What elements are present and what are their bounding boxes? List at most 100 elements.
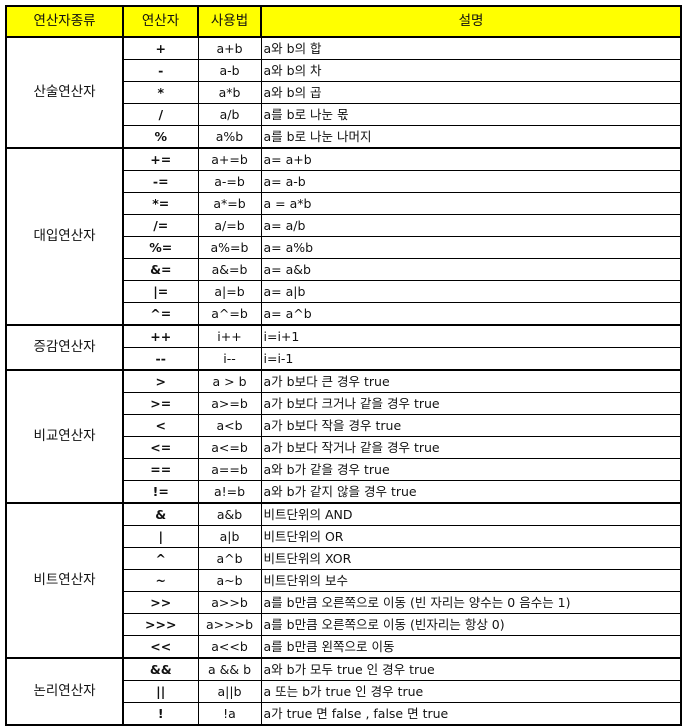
usage-cell: a|=b [197, 280, 262, 303]
description-cell: a가 b보다 작거나 같을 경우 true [260, 436, 682, 459]
usage-cell: a^=b [197, 302, 262, 326]
usage-cell: a||b [197, 680, 262, 703]
description-cell: 비트단위의 AND [260, 502, 682, 526]
operator-cell: / [122, 103, 199, 126]
table-row: >>> a>>>b a를 b만큼 오른쪽으로 이동 (빈자리는 항상 0) [6, 613, 682, 636]
table-row: ^ a^b 비트단위의 XOR [6, 547, 682, 570]
description-cell: a= a&b [260, 258, 682, 281]
description-cell: a= a+b [260, 147, 682, 171]
table-row: *= a*=b a = a*b [6, 192, 682, 215]
description-cell: a와 b의 곱 [260, 81, 682, 104]
table-row: ~ a~b 비트단위의 보수 [6, 569, 682, 592]
table-row: -= a-=b a= a-b [6, 170, 682, 193]
operator-cell: <= [122, 436, 199, 459]
table-row: >= a>=b a가 b보다 크거나 같을 경우 true [6, 392, 682, 415]
description-cell: a와 b가 같지 않을 경우 true [260, 480, 682, 504]
operator-cell: && [122, 657, 199, 681]
description-cell: a를 b로 나눈 나머지 [260, 125, 682, 149]
description-cell: a= a^b [260, 302, 682, 326]
table-row: == a==b a와 b가 같을 경우 true [6, 458, 682, 481]
description-cell: i=i+1 [260, 324, 682, 348]
usage-cell: a~b [197, 569, 262, 592]
operator-cell: != [122, 480, 199, 504]
description-cell: a= a/b [260, 214, 682, 237]
operator-cell: << [122, 635, 199, 659]
operator-cell: ^ [122, 547, 199, 570]
category-cell: 논리연산자 [5, 657, 124, 726]
table-row: ! !a a가 true 면 false , false 면 true [6, 702, 682, 726]
description-cell: a가 b보다 크거나 같을 경우 true [260, 392, 682, 415]
usage-cell: i-- [197, 347, 262, 371]
description-cell: a와 b가 모두 true 인 경우 true [260, 657, 682, 681]
usage-cell: a*=b [197, 192, 262, 215]
operator-cell: -= [122, 170, 199, 193]
description-cell: a = a*b [260, 192, 682, 215]
usage-cell: a>>b [197, 591, 262, 614]
table-row: | a|b 비트단위의 OR [6, 525, 682, 548]
description-cell: a= a|b [260, 280, 682, 303]
operator-cell: >= [122, 392, 199, 415]
table-row: - a-b a와 b의 차 [6, 59, 682, 82]
operator-cell: | [122, 525, 199, 548]
usage-cell: a&=b [197, 258, 262, 281]
description-cell: a와 b의 합 [260, 36, 682, 60]
usage-cell: a<b [197, 414, 262, 437]
category-cell: 비트연산자 [5, 502, 124, 659]
table-row: || a||b a 또는 b가 true 인 경우 true [6, 680, 682, 703]
usage-cell: a > b [197, 369, 262, 393]
table-row: 비교연산자 > a > b a가 b보다 큰 경우 true [5, 369, 682, 504]
usage-cell: a-b [197, 59, 262, 82]
usage-cell: a>=b [197, 392, 262, 415]
description-cell: 비트단위의 OR [260, 525, 682, 548]
operator-table: 연산자종류 연산자 사용법 설명 산술연산자 + a+b a와 b의 합 - a-b a와 … [5, 5, 682, 726]
operator-cell: < [122, 414, 199, 437]
operator-cell: >> [122, 591, 199, 614]
description-cell: 비트단위의 보수 [260, 569, 682, 592]
usage-cell: a==b [197, 458, 262, 481]
usage-cell: a*b [197, 81, 262, 104]
table-row: >> a>>b a를 b만큼 오른쪽으로 이동 (빈 자리는 양수는 0 음수는 1… [6, 591, 682, 614]
operator-cell: &= [122, 258, 199, 281]
description-cell: a= a%b [260, 236, 682, 259]
operator-cell: - [122, 59, 199, 82]
description-cell: a가 b보다 작을 경우 true [260, 414, 682, 437]
description-cell: 비트단위의 XOR [260, 547, 682, 570]
header-category: 연산자종류 [5, 5, 124, 38]
usage-cell: a && b [197, 657, 262, 681]
usage-cell: a/b [197, 103, 262, 126]
usage-cell: a&b [197, 502, 262, 526]
usage-cell: a>>>b [197, 613, 262, 636]
description-cell: a= a-b [260, 170, 682, 193]
table-row: != a!=b a와 b가 같지 않을 경우 true [6, 480, 682, 504]
operator-cell: * [122, 81, 199, 104]
category-cell: 증감연산자 [5, 324, 124, 371]
operator-cell: /= [122, 214, 199, 237]
operator-cell: ! [122, 702, 199, 726]
category-cell: 산술연산자 [5, 36, 124, 149]
description-cell: a를 b만큼 오른쪽으로 이동 (빈자리는 항상 0) [260, 613, 682, 636]
category-cell: 비교연산자 [5, 369, 124, 504]
usage-cell: a+b [197, 36, 262, 60]
table-row: /= a/=b a= a/b [6, 214, 682, 237]
operator-cell: % [122, 125, 199, 149]
description-cell: a가 true 면 false , false 면 true [260, 702, 682, 726]
description-cell: a를 b로 나눈 몫 [260, 103, 682, 126]
operator-cell: ~ [122, 569, 199, 592]
usage-cell: !a [197, 702, 262, 726]
usage-cell: a|b [197, 525, 262, 548]
operator-cell: ^= [122, 302, 199, 326]
table-row: / a/b a를 b로 나눈 몫 [6, 103, 682, 126]
category-cell: 대입연산자 [5, 147, 124, 326]
operator-cell: >>> [122, 613, 199, 636]
table-row: 대입연산자 += a+=b a= a+b [5, 147, 682, 326]
header-description: 설명 [260, 5, 682, 38]
header-operator: 연산자 [122, 5, 199, 38]
operator-cell: > [122, 369, 199, 393]
table-row: 비트연산자 & a&b 비트단위의 AND [5, 502, 682, 659]
operator-cell: + [122, 36, 199, 60]
description-cell: a와 b가 같을 경우 true [260, 458, 682, 481]
table-row: 산술연산자 + a+b a와 b의 합 [5, 36, 682, 149]
operator-cell: ++ [122, 324, 199, 348]
usage-cell: a+=b [197, 147, 262, 171]
header-row: 연산자종류 연산자 사용법 설명 [5, 5, 682, 38]
